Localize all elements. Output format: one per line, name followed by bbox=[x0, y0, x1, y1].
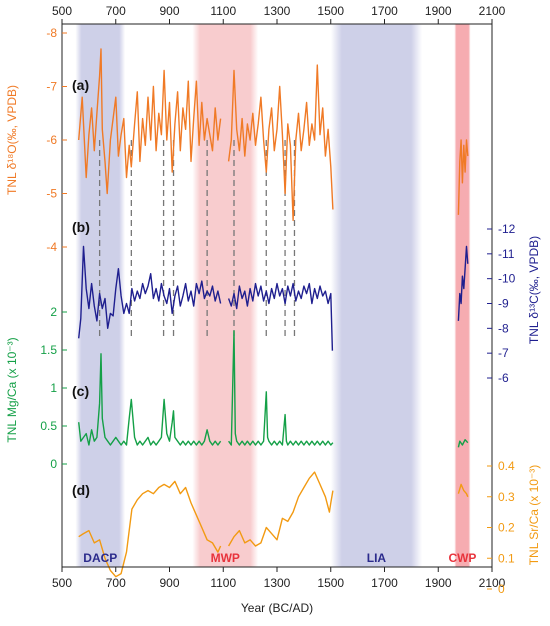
right-tick-label-srca: 0.1 bbox=[498, 551, 515, 565]
right-tick-label-srca: 0.4 bbox=[498, 459, 515, 473]
period-band-lia bbox=[330, 24, 423, 567]
right-axis-title-srca: TNL Sr/Ca (x 10⁻³) bbox=[527, 465, 541, 566]
x-tick-label-bottom: 1900 bbox=[425, 576, 452, 590]
right-axis-title-d13c: TNL δ¹³C(‰, VPDB) bbox=[527, 236, 541, 344]
left-tick-label-d18o: -7 bbox=[46, 80, 57, 94]
panel-label: (d) bbox=[72, 482, 90, 498]
left-tick-label-d18o: -5 bbox=[46, 187, 57, 201]
series-line bbox=[227, 471, 334, 547]
panel-label: (b) bbox=[72, 219, 90, 235]
right-tick-label-srca: 0 bbox=[498, 582, 505, 596]
x-tick-label-top: 1100 bbox=[210, 4, 236, 18]
series-line bbox=[227, 64, 334, 221]
x-tick-label-bottom: 1500 bbox=[317, 576, 344, 590]
x-tick-label-bottom: 500 bbox=[52, 576, 72, 590]
x-tick-label-bottom: 1300 bbox=[264, 576, 291, 590]
x-tick-label-top: 700 bbox=[106, 4, 126, 18]
x-tick-label-bottom: 1700 bbox=[371, 576, 398, 590]
left-tick-label-mgca: 0.5 bbox=[40, 419, 57, 433]
period-label-cwp: CWP bbox=[448, 551, 476, 565]
left-tick-label-mgca: 1.5 bbox=[40, 343, 57, 357]
x-tick-label-top: 1900 bbox=[425, 4, 452, 18]
panel-and-period-labels: (a) (b) (c) (d) DACP MWP LIA CWP bbox=[72, 77, 476, 565]
period-label-lia: LIA bbox=[367, 551, 387, 565]
period-label-mwp: MWP bbox=[211, 551, 240, 565]
plot-frame bbox=[61, 23, 493, 568]
series-line bbox=[457, 245, 469, 321]
right-tick-label-d13c: -9 bbox=[498, 297, 509, 311]
series-line bbox=[227, 282, 334, 351]
series-line bbox=[457, 139, 469, 215]
x-tick-label-top: 500 bbox=[52, 4, 72, 18]
left-tick-label-d18o: -6 bbox=[46, 133, 57, 147]
right-tick-label-srca: 0.3 bbox=[498, 490, 515, 504]
panel-label: (c) bbox=[72, 383, 89, 399]
x-axis: 500 500 700 700 900 900 1100 1100 1300 1300 1500 15… bbox=[52, 4, 506, 590]
left-tick-label-mgca: 0 bbox=[50, 457, 57, 471]
proxy-series bbox=[78, 48, 469, 578]
right-tick-label-d13c: -8 bbox=[498, 321, 509, 335]
series-line bbox=[457, 483, 469, 498]
series-line bbox=[78, 48, 222, 195]
x-tick-label-bottom: 1100 bbox=[210, 576, 236, 590]
series-line bbox=[78, 480, 222, 578]
right-tick-label-d13c: -11 bbox=[498, 247, 515, 261]
x-tick-label-bottom: 700 bbox=[106, 576, 126, 590]
left-axis-title-d18o: TNL δ¹⁸O(‰, VPDB) bbox=[5, 85, 19, 195]
x-tick-label-top: 2100 bbox=[479, 4, 506, 18]
left-tick-label-d18o: -8 bbox=[46, 26, 57, 40]
x-tick-label-bottom: 2100 bbox=[479, 576, 506, 590]
left-tick-label-mgca: 1 bbox=[50, 381, 57, 395]
period-label-dacp: DACP bbox=[83, 551, 117, 565]
left-tick-label-mgca: 2 bbox=[50, 305, 57, 319]
right-tick-label-d13c: -6 bbox=[498, 371, 509, 385]
right-tick-label-srca: 0.2 bbox=[498, 521, 515, 535]
series-line bbox=[457, 439, 469, 448]
right-tick-label-d13c: -12 bbox=[498, 222, 516, 236]
right-tick-label-d13c: -7 bbox=[498, 346, 509, 360]
period-band-cwp bbox=[454, 24, 471, 567]
left-tick-label-d18o: -4 bbox=[46, 240, 57, 254]
x-tick-label-top: 900 bbox=[159, 4, 179, 18]
x-axis-title: Year (BC/AD) bbox=[241, 601, 313, 615]
series-line bbox=[78, 353, 222, 446]
series-line bbox=[78, 245, 222, 339]
left-axis-title-mgca: TNL Mg/Ca (x 10⁻³) bbox=[5, 337, 19, 442]
panel-label: (a) bbox=[72, 77, 89, 93]
x-tick-label-bottom: 900 bbox=[159, 576, 179, 590]
x-tick-label-top: 1300 bbox=[264, 4, 291, 18]
y-axes: -8 -7 -6 -5 -4 0 0.5 1 1.5 2 -12 -11 -10 -9 -8 -7 -6 0 0.1… bbox=[5, 26, 541, 596]
series-line bbox=[228, 330, 334, 446]
x-tick-label-top: 1700 bbox=[371, 4, 398, 18]
x-tick-label-top: 1500 bbox=[317, 4, 344, 18]
right-tick-label-d13c: -10 bbox=[498, 272, 516, 286]
